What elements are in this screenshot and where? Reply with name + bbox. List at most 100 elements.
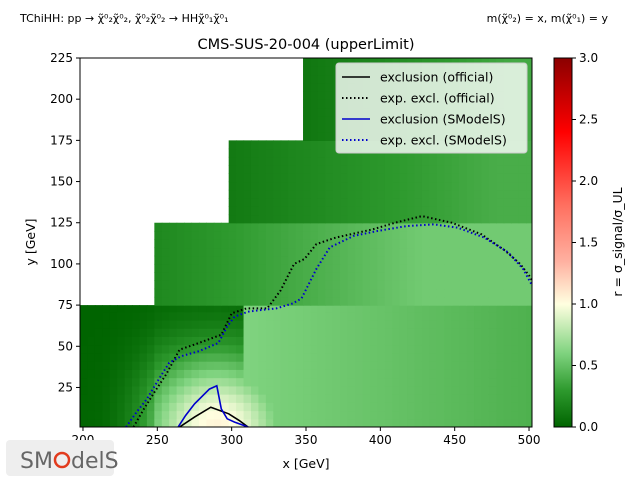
heatmap-cell (228, 272, 237, 281)
heatmap-cell (459, 206, 468, 216)
heatmap-cell (526, 402, 532, 412)
heatmap-cell (429, 385, 438, 395)
heatmap-cell (94, 402, 103, 412)
heatmap-cell (429, 222, 438, 232)
heatmap-cell (325, 319, 334, 329)
heatmap-cell (459, 410, 468, 420)
heatmap-cell (399, 402, 408, 412)
heatmap-cell (191, 319, 200, 329)
heatmap-cell (481, 173, 490, 183)
heatmap-cell (198, 319, 207, 329)
heatmap-cell (407, 230, 416, 240)
heatmap-cell (273, 156, 282, 166)
heatmap-cell (317, 377, 326, 387)
heatmap-cell (407, 352, 416, 362)
heatmap-cell (250, 272, 260, 281)
heatmap-cell (236, 305, 245, 313)
heatmap-cell (503, 58, 512, 67)
heatmap-cell (481, 402, 490, 412)
heatmap-cell (399, 377, 408, 387)
heatmap-cell (303, 402, 312, 412)
heatmap-cell (176, 288, 185, 298)
heatmap-cell (503, 165, 512, 174)
heatmap-cell (176, 394, 185, 403)
heatmap-cell (310, 328, 319, 337)
heatmap-cell (332, 280, 341, 290)
heatmap-cell (154, 361, 163, 370)
heatmap-cell (377, 255, 386, 265)
heatmap-cell (221, 402, 230, 412)
heatmap-cell (303, 394, 312, 403)
heatmap-cell (481, 418, 490, 427)
heatmap-cell (87, 305, 96, 313)
heatmap-cell (481, 272, 490, 281)
heatmap-cell (481, 328, 490, 337)
heatmap-cell (377, 402, 386, 412)
heatmap-cell (176, 296, 185, 306)
heatmap-cell (273, 319, 282, 329)
heatmap-cell (451, 198, 460, 207)
heatmap-cell (288, 214, 297, 224)
heatmap-cell (369, 230, 378, 240)
heatmap-cell (496, 418, 505, 427)
heatmap-cell (124, 328, 133, 337)
heatmap-cell (265, 328, 274, 337)
heatmap-cell (191, 255, 200, 265)
heatmap-cell (310, 247, 319, 257)
heatmap-cell (332, 148, 341, 158)
heatmap-cell (496, 344, 505, 354)
heatmap-cell (317, 255, 326, 265)
heatmap-cell (414, 230, 423, 240)
heatmap-cell (273, 288, 282, 298)
heatmap-cell (325, 123, 334, 133)
heatmap-cell (518, 214, 527, 224)
heatmap-cell (518, 280, 527, 290)
heatmap-cell (258, 272, 267, 281)
heatmap-cell (280, 288, 289, 298)
heatmap-cell (488, 189, 497, 199)
heatmap-cell (474, 394, 483, 403)
heatmap-cell (303, 311, 312, 321)
heatmap-cell (340, 156, 349, 166)
heatmap-cell (273, 369, 282, 379)
heatmap-cell (295, 165, 304, 174)
heatmap-cell (198, 352, 207, 362)
heatmap-cell (325, 352, 334, 362)
heatmap-cell (518, 198, 527, 207)
heatmap-cell (481, 255, 490, 265)
heatmap-cell (243, 189, 252, 199)
exclusion-curves (125, 215, 532, 427)
heatmap-cell (474, 361, 483, 370)
heatmap-cell (496, 222, 505, 232)
heatmap-cell (288, 230, 297, 240)
heatmap-cell (414, 394, 423, 403)
heatmap-cell (236, 352, 245, 362)
heatmap-cell (474, 288, 483, 298)
heatmap-cell (474, 198, 483, 207)
heatmap-cell (392, 402, 401, 412)
heatmap-cell (265, 140, 274, 150)
heatmap-cell (332, 402, 341, 412)
heatmap-cell (511, 402, 520, 412)
heatmap-cell (295, 352, 304, 362)
heatmap-cell (526, 148, 532, 158)
heatmap-cell (451, 247, 460, 257)
heatmap-cell (332, 214, 341, 224)
heatmap-cell (466, 311, 475, 321)
heatmap-cell (488, 165, 497, 174)
heatmap-cell (369, 410, 378, 420)
heatmap-cell (421, 272, 430, 281)
heatmap-cell (213, 328, 222, 337)
heatmap-cell (280, 319, 289, 329)
heatmap-cell (317, 181, 326, 191)
heatmap-cell (399, 247, 408, 257)
heatmap-cell (250, 239, 260, 249)
heatmap-cell (362, 418, 371, 427)
heatmap-cell (459, 328, 468, 337)
heatmap-cell (526, 165, 532, 174)
heatmap-cell (303, 206, 312, 216)
heatmap-cell (503, 328, 512, 337)
heatmap-cell (280, 369, 289, 379)
heatmap-cell (80, 385, 89, 395)
heatmap-cell (399, 418, 408, 427)
